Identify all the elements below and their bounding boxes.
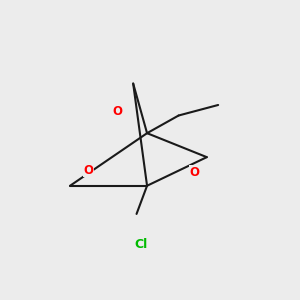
Text: O: O: [112, 105, 123, 118]
Text: O: O: [189, 166, 199, 179]
Text: Cl: Cl: [134, 238, 147, 251]
Text: O: O: [83, 164, 93, 177]
